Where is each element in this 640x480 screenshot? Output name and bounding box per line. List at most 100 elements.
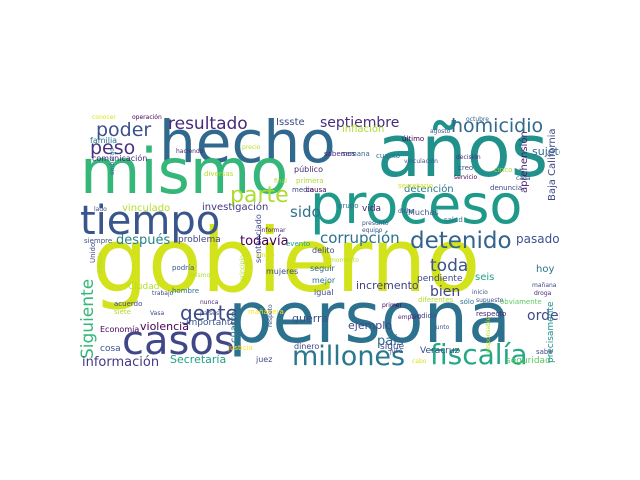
word-gente: gente [180, 301, 238, 325]
word-veracruz: Veracruz [420, 346, 460, 356]
word-guerra: guerra [292, 312, 329, 325]
word-hombre: hombre [172, 287, 200, 295]
word-proceso: proceso [310, 173, 523, 236]
word-causa: causa [306, 186, 327, 194]
word-homicidio: homicidio [451, 115, 544, 137]
word-salud: salud [444, 216, 463, 224]
word-vida: vida [362, 204, 382, 214]
word-parte: parte [230, 183, 289, 208]
word-responsable: responsable [485, 316, 492, 353]
word-igual: igual [314, 288, 334, 297]
word-respeto: respeto [267, 304, 274, 327]
word-paises: países [200, 310, 220, 317]
word-pasado: pasado [516, 232, 560, 246]
word-detencion: detención [404, 184, 454, 195]
word-familia: familia [90, 136, 118, 145]
word-juez: juez [256, 355, 273, 364]
word-nunca: nunca [200, 299, 219, 306]
word-unido: Unido [89, 242, 97, 263]
word-decision: decisión [456, 154, 481, 161]
word-ciudad: Ciudad [128, 282, 160, 292]
word-denuncia: denuncia [490, 184, 523, 192]
word-informacion: información [82, 355, 160, 370]
word-presunto: presunto [362, 220, 389, 227]
word-gobierno: gobierno [92, 209, 481, 312]
word-droga: droga [534, 290, 552, 297]
word-resultado: resultado [168, 114, 248, 134]
word-importante: importante [186, 318, 237, 328]
word-lado: lado [94, 206, 107, 213]
word-sabe: sabe [536, 348, 553, 356]
word-sabemos: sabemos [324, 150, 356, 158]
word-conocer: conocer [92, 114, 116, 121]
word-toda: toda [430, 256, 469, 276]
word-mejor: mejor [312, 276, 336, 285]
word-vasa: Vasa [150, 310, 165, 317]
word-corrupcion: corrupción [320, 229, 400, 247]
word-investigacion: investigación [202, 202, 269, 213]
word-baja-california: Baja California [547, 128, 558, 201]
word-diferentes: diferentes [418, 296, 454, 304]
word-secretario: secretario [398, 182, 433, 190]
word-acuerdo: acuerdo [114, 300, 143, 308]
word-cada: cada [516, 175, 531, 182]
word-mismo-small: mismo [190, 272, 211, 279]
word-seguir: seguir [310, 264, 335, 273]
word-operacion: operación [132, 114, 162, 121]
word-cabo: cabo [412, 358, 427, 365]
word-amigo: amigo [256, 252, 275, 259]
word-septiembre: septiembre [320, 115, 400, 131]
word-publico: público [294, 165, 323, 174]
word-evento: evento [286, 240, 311, 248]
word-millones: millones [292, 341, 406, 370]
word-manana: mañana [532, 282, 557, 289]
word-fiscalia: fiscalía [430, 338, 528, 370]
word-vinculacion: vinculación [404, 158, 438, 165]
word-siete: siete [114, 308, 131, 316]
word-anos: años [377, 113, 549, 193]
word-sido: sido [290, 203, 321, 221]
word-siempre: siempre [84, 237, 113, 245]
word-junto: junto [434, 324, 450, 331]
word-bien: bien [430, 284, 461, 300]
word-equipo: equipo [362, 227, 383, 234]
word-delito: delito [312, 246, 335, 255]
word-diversas: diversas [204, 170, 234, 178]
word-despues: después [116, 233, 171, 248]
word-hecho: hecho [159, 113, 336, 176]
word-grupo: grupo [338, 202, 359, 210]
word-medio: medio [292, 186, 314, 194]
word-estado: Estado [97, 252, 104, 273]
word-informar: informar [260, 227, 286, 234]
word-comunicacion: comunicación [92, 154, 148, 163]
word-primer: primer [382, 302, 402, 309]
word-final: final [274, 178, 287, 185]
word-ultimo: último [402, 135, 425, 143]
word-justicia: justicia [228, 344, 253, 352]
word-todavia: todavía [240, 234, 289, 249]
word-cosa: cosa [100, 344, 121, 354]
word-sujeto: sujeto [532, 145, 560, 158]
word-momento: momento [330, 257, 359, 264]
word-medida: medida [410, 312, 437, 320]
word-semana: semana [342, 150, 370, 158]
word-solo: sólo [460, 298, 475, 306]
word-issste: Issste [276, 117, 305, 128]
word-inicio: inicio [472, 289, 488, 296]
word-pendiente: pendiente [417, 274, 463, 284]
word-violencia: violencia [140, 320, 189, 333]
word-secretaria: Secretaría [170, 353, 227, 366]
word-haciendo: haciendo [176, 148, 204, 155]
word-pais: país [377, 334, 404, 349]
word-creo: creo [458, 164, 474, 172]
word-obviamente: obviamente [500, 298, 542, 306]
word-julio: julio [390, 348, 403, 355]
word-trabajo: trabajo [152, 290, 174, 297]
word-respecto: respecto [476, 310, 507, 318]
word-casos: casos [122, 318, 235, 364]
word-cuanto: cuanto [376, 152, 401, 160]
word-octubre: octubre [466, 116, 489, 123]
word-siguiente: Siguiente [80, 278, 98, 359]
word-principio: principio [239, 255, 246, 281]
word-inflacion: inflación [342, 124, 385, 135]
